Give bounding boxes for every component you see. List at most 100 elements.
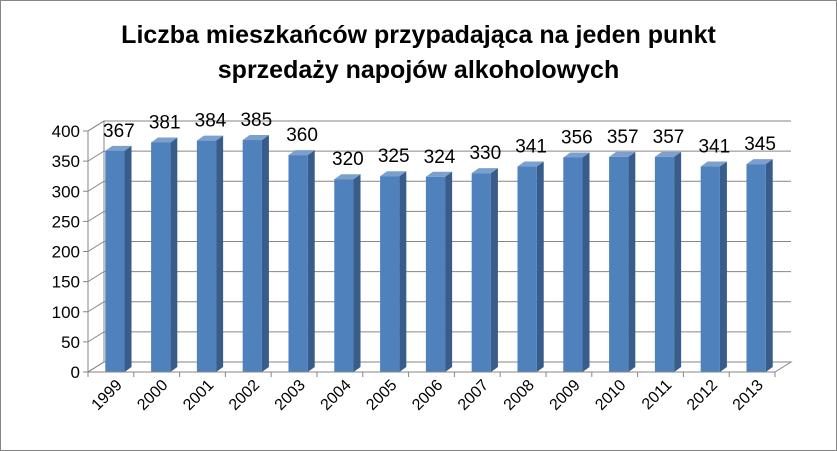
y-tick-label: 100: [52, 303, 80, 322]
bar: [609, 151, 636, 372]
y-axis: 0 50 100 150 200 250 300 350 400: [52, 122, 89, 382]
gridline: [87, 150, 791, 162]
bar-top: [654, 151, 682, 157]
bar-front: [746, 164, 766, 372]
data-label: 357: [653, 127, 685, 148]
gridline: [87, 241, 791, 252]
bar-side: [353, 174, 361, 372]
bar-front: [288, 155, 308, 372]
bar: [700, 161, 727, 372]
bar-front: [151, 142, 171, 372]
y-tick-label: 50: [61, 333, 80, 352]
bar-top: [746, 159, 773, 165]
x-tick-label: 1999: [89, 377, 126, 414]
bar-side: [170, 137, 178, 372]
x-tick-label: 2000: [134, 377, 171, 414]
bar-side: [628, 151, 636, 372]
gridline: [87, 180, 791, 192]
x-tick-label: 2007: [455, 377, 492, 414]
bar-side: [399, 171, 407, 372]
bar-front: [105, 150, 125, 372]
bar-side: [445, 171, 453, 372]
bar-front: [517, 166, 537, 372]
bar-side: [490, 168, 498, 372]
data-label: 325: [378, 146, 410, 167]
bar-front: [334, 179, 354, 372]
data-label: 360: [286, 125, 318, 146]
bar-top: [242, 135, 269, 141]
bar-top: [334, 174, 361, 180]
x-tick-label: 2010: [592, 377, 629, 414]
y-tick-label: 150: [52, 273, 80, 292]
bar-side: [261, 135, 269, 372]
bar: [654, 151, 682, 372]
bar-top: [563, 152, 590, 158]
bar-side: [719, 161, 727, 372]
bar-front: [563, 157, 583, 372]
gridline: [87, 120, 791, 132]
data-label: 324: [424, 147, 456, 168]
bar: [563, 152, 590, 372]
bar-top: [151, 137, 178, 143]
gridlines: [87, 120, 791, 373]
y-tick-label: 300: [52, 182, 80, 201]
x-axis: 1999 2000 2001 2002 2003 2004 2005 2006 2007 2008…: [87, 371, 776, 414]
y-tick-label: 200: [52, 243, 80, 262]
x-tick-label: 2011: [639, 377, 675, 413]
bar: [380, 171, 407, 372]
bar: [471, 168, 498, 372]
x-tick-label: 2012: [684, 377, 721, 414]
x-tick-label: 2003: [272, 377, 309, 414]
bar: [196, 135, 224, 372]
bar-top: [196, 135, 224, 141]
bar: [151, 137, 178, 372]
bar-side: [124, 145, 132, 372]
bar: [517, 161, 544, 372]
bar-top: [700, 161, 727, 167]
bar-side: [582, 152, 590, 372]
bar-top: [609, 151, 636, 157]
bar-top: [471, 168, 498, 174]
chart-title: Liczba mieszkańców przypadająca na jeden…: [0, 18, 837, 88]
gridline: [87, 210, 791, 222]
bar: [288, 150, 315, 372]
gridline: [87, 361, 791, 373]
bar-side: [216, 135, 224, 372]
data-label: 384: [195, 111, 227, 132]
x-tick-label: 2009: [547, 377, 584, 414]
x-tick-label: 2002: [226, 377, 263, 414]
bar-side: [765, 159, 773, 372]
data-label: 341: [515, 137, 547, 158]
gridline: [87, 301, 791, 313]
y-tick-label: 400: [52, 122, 80, 141]
chart-title-line-1: Liczba mieszkańców przypadająca na jeden…: [121, 21, 716, 49]
data-label: 330: [469, 143, 501, 164]
gridline: [87, 271, 791, 283]
bar-front: [700, 166, 720, 372]
bars: [105, 135, 773, 372]
bar-front: [242, 140, 262, 372]
data-label: 357: [607, 127, 639, 148]
bar-front: [196, 140, 217, 372]
bar: [425, 171, 453, 372]
data-label: 385: [240, 110, 272, 131]
bar: [334, 174, 361, 372]
chart-title-line-2: sprzedaży napojów alkoholowych: [217, 56, 620, 84]
data-label: 381: [149, 112, 181, 133]
x-tick-label: 2006: [409, 377, 446, 414]
bar-top: [105, 145, 132, 151]
bar-top: [517, 161, 544, 167]
bar-top: [380, 171, 407, 177]
bar-front: [471, 173, 491, 372]
x-tick-label: 2013: [730, 377, 767, 414]
bar-side: [307, 150, 315, 372]
gridline: [87, 331, 791, 343]
y-tick-label: 350: [52, 152, 80, 171]
x-tick-label: 2005: [363, 377, 400, 414]
x-tick-label: 2004: [318, 377, 355, 414]
bar-front: [654, 156, 675, 372]
x-tick-label: 2001: [180, 377, 217, 414]
data-label: 345: [744, 134, 776, 155]
